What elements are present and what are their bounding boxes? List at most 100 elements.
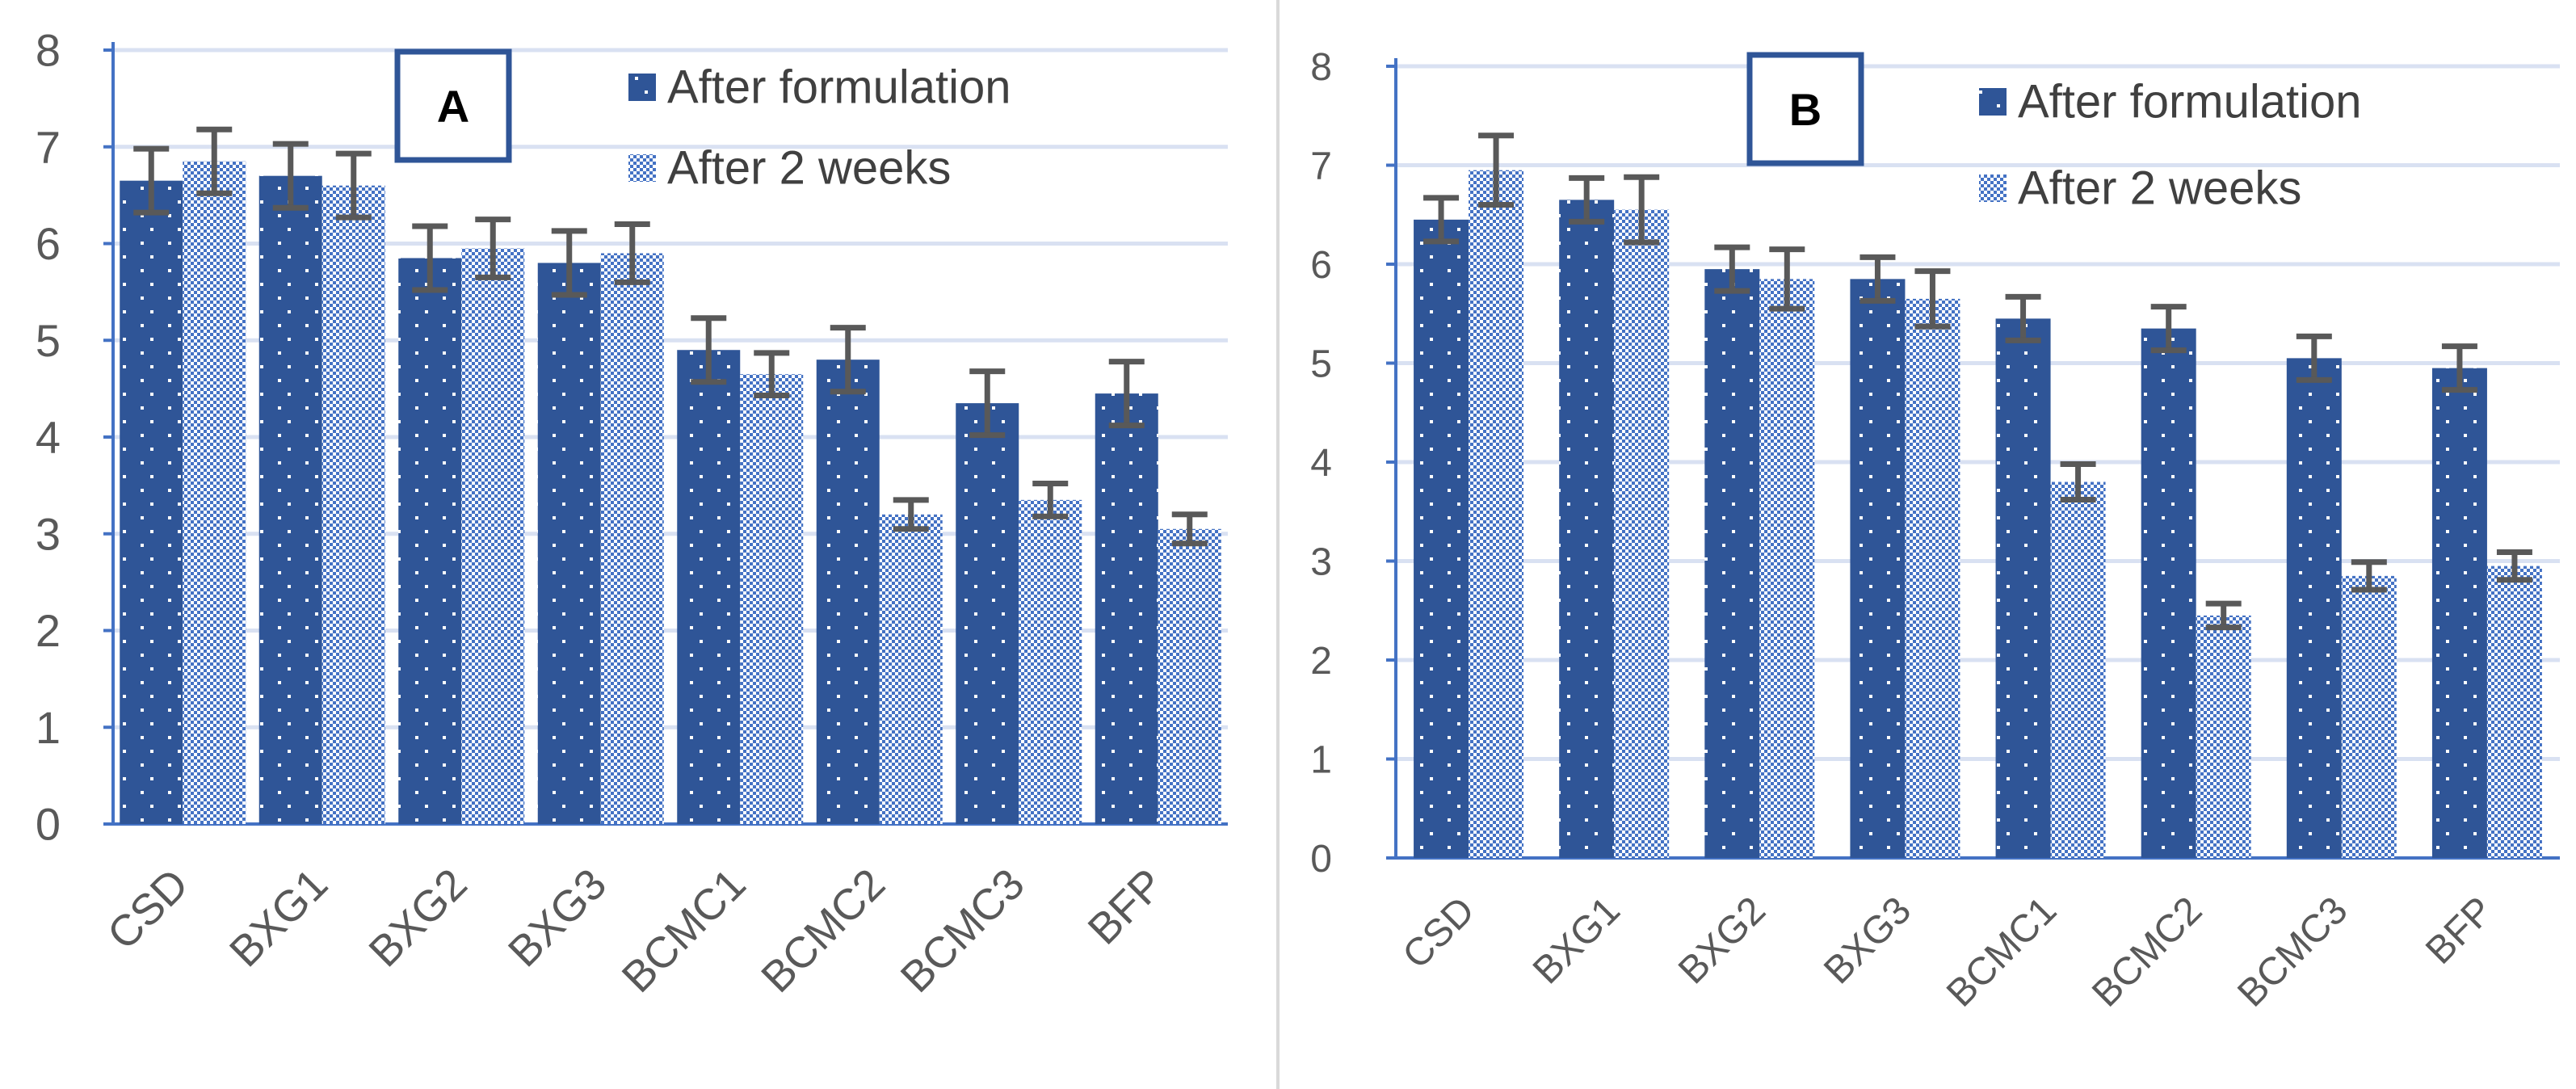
- category-label: BXG1: [1525, 889, 1628, 992]
- category-label: BXG2: [1670, 889, 1774, 992]
- y-tick-label: 1: [36, 702, 61, 753]
- panel-label: A: [437, 81, 469, 132]
- bar-after-formulation-bxg1: [1559, 200, 1615, 858]
- bar-chart-b: 0 1 2 3 4 5 6 7 8 CSD BXG1 BXG2 BXG3 BCMC1 BCMC2 BCMC3 B…: [1310, 46, 2560, 1015]
- category-label: BXG3: [499, 860, 616, 976]
- bar-after-2-weeks-csd: [1469, 170, 1524, 858]
- error-bar: [551, 228, 587, 298]
- y-tick-label: 3: [1310, 540, 1332, 583]
- category-label: BXG3: [1816, 889, 1919, 992]
- bar-after-2-weeks-csd: [183, 161, 246, 824]
- category-label: BCMC3: [892, 860, 1034, 1002]
- category-label: BXG2: [359, 860, 476, 976]
- error-bar: [475, 217, 511, 280]
- y-tick-label: 4: [36, 412, 61, 463]
- error-bar: [1423, 195, 1460, 245]
- category-label: CSD: [1395, 889, 1483, 977]
- error-bar: [830, 325, 866, 395]
- bar-after-2-weeks-bcmc1: [2050, 481, 2106, 858]
- legend-label: After 2 weeks: [2018, 162, 2301, 215]
- bar-after-2-weeks-bxg3: [600, 253, 664, 825]
- error-bar: [1569, 174, 1605, 225]
- bar-after-formulation-bcmc2: [2141, 328, 2196, 858]
- category-label: BCMC1: [613, 860, 755, 1002]
- panel-label-box: B: [1746, 52, 1864, 166]
- y-tick-label: 4: [1310, 442, 1332, 485]
- legend-label: After formulation: [2018, 76, 2362, 128]
- y-tick-label: 0: [1310, 838, 1332, 881]
- y-tick-label: 6: [36, 218, 61, 269]
- error-bar: [1769, 246, 1805, 312]
- bar-after-2-weeks-bcmc3: [2341, 575, 2397, 858]
- chart-panel-a: 0 1 2 3 4 5 6 7 8 CSD BXG1 BXG2 BXG3 BCMC1 BCMC2 BCMC3 B…: [0, 0, 1260, 1089]
- bar-after-formulation-bcmc1: [677, 350, 741, 825]
- legend-label: After formulation: [667, 61, 1011, 114]
- error-bar: [2296, 333, 2332, 383]
- bar-after-formulation-bxg1: [258, 175, 322, 825]
- error-bar: [1860, 254, 1896, 304]
- error-bar: [614, 221, 650, 285]
- bar-after-formulation-bfp: [1095, 393, 1158, 824]
- bar-after-formulation-bcmc1: [1995, 318, 2051, 858]
- error-bar: [2005, 293, 2041, 343]
- y-tick-label: 2: [1310, 640, 1332, 683]
- legend-item-after-formulation: After formulation: [1979, 76, 2362, 128]
- bar-after-formulation-bcmc3: [2286, 358, 2342, 858]
- error-bar: [1714, 244, 1750, 294]
- error-bar: [1624, 174, 1660, 246]
- bar-after-2-weeks-bxg2: [461, 248, 525, 824]
- error-bar: [335, 150, 372, 221]
- category-label: BCMC1: [1939, 889, 2065, 1015]
- error-bar: [691, 315, 727, 385]
- bar-after-formulation-bcmc3: [956, 403, 1019, 824]
- category-label: BFP: [1079, 860, 1174, 954]
- y-tick-label: 7: [36, 121, 61, 172]
- bar-after-2-weeks-bfp: [1158, 528, 1221, 824]
- category-label: CSD: [99, 860, 198, 959]
- panel-label-box: A: [394, 48, 512, 163]
- bar-after-formulation-csd: [120, 180, 183, 825]
- y-tick-label: 5: [36, 315, 61, 366]
- bar-after-formulation-bxg2: [398, 258, 462, 824]
- y-tick-label: 3: [36, 508, 61, 559]
- category-label: BCMC2: [2084, 889, 2210, 1015]
- error-bar: [1108, 359, 1145, 429]
- error-bar: [969, 368, 1006, 439]
- bar-after-formulation-bfp: [2431, 368, 2487, 858]
- category-label: BCMC3: [2229, 889, 2355, 1015]
- y-tick-label: 8: [36, 25, 61, 76]
- error-bar: [412, 223, 448, 293]
- error-bar: [1478, 132, 1515, 208]
- bar-after-formulation-bxg2: [1704, 269, 1760, 858]
- legend-item-after-2-weeks: After 2 weeks: [628, 142, 951, 195]
- y-tick-label: 8: [1310, 46, 1332, 89]
- bar-after-2-weeks-bcmc2: [879, 514, 943, 824]
- bar-after-2-weeks-bcmc1: [740, 374, 804, 825]
- legend-swatch: [628, 74, 656, 101]
- error-bar: [2496, 549, 2532, 583]
- error-bar: [272, 141, 309, 211]
- y-tick-label: 1: [1310, 738, 1332, 781]
- legend-item-after-2-weeks: After 2 weeks: [1979, 162, 2301, 215]
- legend-swatch: [1979, 174, 2007, 202]
- error-bar: [2441, 343, 2477, 393]
- y-tick-label: 5: [1310, 343, 1332, 385]
- bar-after-formulation-bxg3: [537, 263, 601, 824]
- y-tick-label: 6: [1310, 244, 1332, 287]
- legend-swatch: [1979, 88, 2007, 116]
- error-bar: [196, 126, 233, 196]
- bar-after-2-weeks-bxg2: [1759, 279, 1815, 858]
- legend-item-after-formulation: After formulation: [628, 61, 1011, 114]
- category-label: BXG1: [221, 860, 337, 976]
- category-label: BCMC2: [752, 860, 894, 1002]
- category-label: BFP: [2418, 889, 2501, 972]
- bar-after-2-weeks-bxg1: [1614, 209, 1670, 858]
- y-tick-label: 0: [36, 799, 61, 850]
- legend-swatch: [628, 154, 656, 182]
- error-bar: [2060, 460, 2096, 503]
- error-bar: [2351, 559, 2387, 593]
- bar-after-formulation-bxg3: [1850, 279, 1906, 858]
- bar-after-2-weeks-bxg1: [321, 185, 385, 824]
- error-bar: [893, 497, 929, 532]
